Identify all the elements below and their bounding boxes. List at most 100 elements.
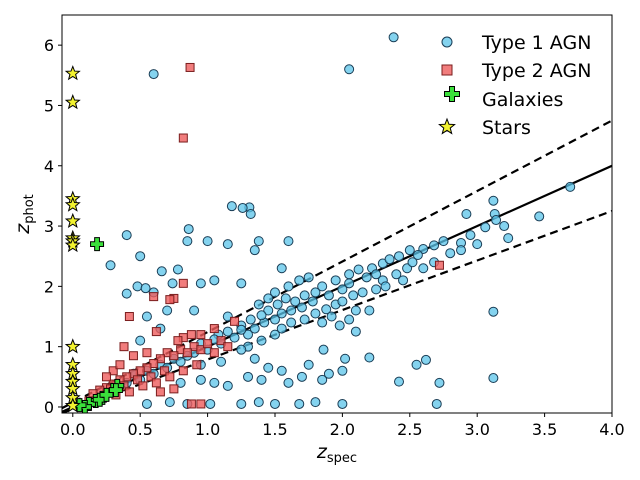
data-point xyxy=(269,314,280,325)
data-point xyxy=(236,344,247,355)
data-point xyxy=(488,306,499,317)
data-point xyxy=(269,398,280,409)
data-point xyxy=(337,284,348,295)
data-point xyxy=(344,269,355,280)
data-point xyxy=(196,330,206,340)
data-point xyxy=(411,359,422,370)
data-point xyxy=(431,398,442,409)
data-point xyxy=(412,250,423,261)
x-tick-label: 0.5 xyxy=(127,420,152,439)
data-point xyxy=(243,329,254,340)
data-point xyxy=(178,278,188,288)
data-point xyxy=(269,329,280,340)
data-point xyxy=(64,94,81,110)
data-point xyxy=(283,236,294,247)
data-point xyxy=(344,278,355,289)
data-point xyxy=(186,330,196,340)
data-point xyxy=(353,264,364,275)
data-point xyxy=(249,323,260,334)
data-point xyxy=(101,372,111,382)
legend-item-galaxies: Galaxies xyxy=(444,86,563,111)
legend-item-type1: Type 1 AGN xyxy=(441,32,591,54)
data-point xyxy=(156,266,167,277)
data-point xyxy=(418,263,429,274)
data-points xyxy=(64,32,576,413)
x-tick-label: 0.0 xyxy=(60,420,85,439)
series-type-1-agn xyxy=(105,32,576,409)
data-point xyxy=(209,324,219,334)
data-point xyxy=(141,311,152,322)
data-point xyxy=(283,281,294,292)
data-point xyxy=(323,368,334,379)
data-point xyxy=(394,376,405,387)
data-point xyxy=(276,308,287,319)
x-tick-label: 2.0 xyxy=(330,420,355,439)
data-point xyxy=(503,233,514,244)
data-point xyxy=(105,260,116,271)
data-point xyxy=(64,397,81,413)
data-point xyxy=(456,245,467,256)
data-point xyxy=(196,399,206,409)
data-point xyxy=(155,354,165,364)
data-point xyxy=(344,314,355,325)
data-point xyxy=(534,211,545,222)
y-tick-label: 4 xyxy=(44,157,54,176)
data-point xyxy=(132,375,142,385)
data-point xyxy=(380,281,391,292)
x-tick-label: 1.0 xyxy=(195,420,220,439)
data-point xyxy=(165,295,175,305)
data-point xyxy=(108,383,123,398)
data-point xyxy=(321,304,332,315)
x-tick-label: 3.0 xyxy=(464,420,489,439)
data-point xyxy=(330,275,341,286)
data-point xyxy=(146,372,156,382)
y-tick-label: 2 xyxy=(44,277,54,296)
data-point xyxy=(182,348,192,358)
data-point xyxy=(303,359,314,370)
data-point xyxy=(253,299,264,310)
data-point xyxy=(165,372,175,382)
data-point xyxy=(394,251,405,262)
data-point xyxy=(340,353,351,364)
data-point xyxy=(303,272,314,283)
data-point xyxy=(317,374,328,385)
data-point xyxy=(290,296,301,307)
data-point xyxy=(128,351,138,361)
data-point xyxy=(429,240,440,251)
data-point xyxy=(205,398,216,409)
data-point xyxy=(173,336,183,346)
data-point xyxy=(299,314,310,325)
data-point xyxy=(434,377,445,388)
x-tick-label: 2.5 xyxy=(397,420,422,439)
data-point xyxy=(272,299,283,310)
data-point xyxy=(167,278,178,289)
legend: Type 1 AGN Type 2 AGN Galaxies Stars xyxy=(438,32,591,139)
data-point xyxy=(364,352,375,363)
data-point xyxy=(222,380,233,391)
data-point xyxy=(286,317,297,328)
data-point xyxy=(253,397,264,408)
data-point xyxy=(162,305,173,316)
data-point xyxy=(398,275,409,286)
data-point xyxy=(169,384,179,394)
data-point xyxy=(294,398,305,409)
data-point xyxy=(192,360,202,370)
data-point xyxy=(337,398,348,409)
x-tick-label: 4.0 xyxy=(599,420,624,439)
data-point xyxy=(263,362,274,373)
data-point xyxy=(209,275,220,286)
data-point xyxy=(236,278,247,289)
data-point xyxy=(209,348,219,358)
legend-marker-galaxies xyxy=(444,86,460,102)
data-point xyxy=(121,230,132,241)
legend-label-type2: Type 2 AGN xyxy=(481,60,591,82)
data-point xyxy=(64,236,81,253)
data-point xyxy=(243,371,254,382)
data-point xyxy=(178,366,188,376)
plot-frame xyxy=(61,14,613,414)
data-point xyxy=(294,275,305,286)
data-point xyxy=(226,201,237,212)
data-point xyxy=(371,284,382,295)
data-point xyxy=(350,326,361,337)
data-point xyxy=(318,344,329,355)
